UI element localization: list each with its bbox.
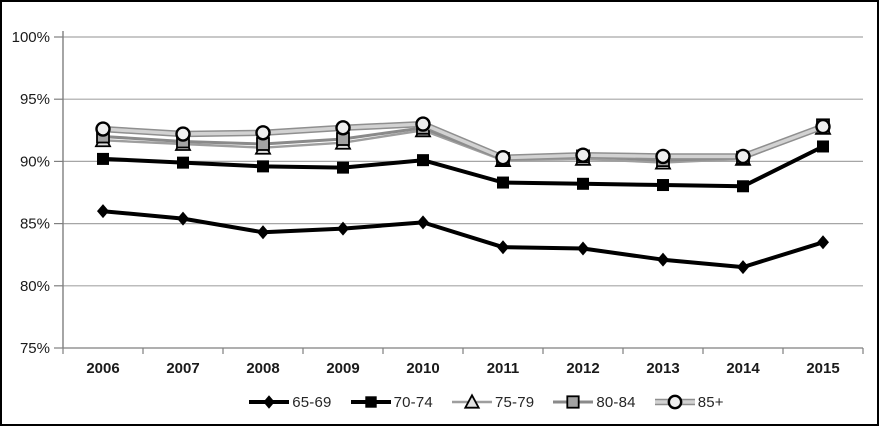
y-tick-label: 75%	[20, 340, 50, 357]
data-point-marker	[335, 120, 351, 136]
data-point-marker	[95, 121, 111, 137]
series-70-74	[97, 140, 829, 193]
x-tick-label: 2014	[726, 360, 760, 377]
data-point-marker	[417, 154, 429, 167]
y-tick-label: 90%	[20, 153, 50, 170]
data-point-marker	[257, 160, 269, 173]
data-point-marker	[257, 225, 269, 240]
x-tick-label: 2013	[646, 360, 679, 377]
data-point-marker	[417, 215, 429, 230]
data-point-marker	[497, 240, 509, 255]
x-tick-label: 2008	[246, 360, 279, 377]
data-point-marker	[97, 152, 109, 165]
x-tick-label: 2011	[487, 360, 520, 377]
series-line	[101, 126, 825, 164]
x-tick-label: 2009	[326, 360, 359, 377]
data-point-marker	[97, 204, 109, 219]
data-point-marker	[497, 176, 509, 189]
data-point-marker	[577, 177, 589, 190]
data-point-marker	[577, 241, 589, 256]
data-point-marker	[175, 126, 191, 142]
y-tick-label: 80%	[20, 278, 50, 295]
data-point-marker	[177, 211, 189, 226]
data-point-marker	[815, 118, 831, 135]
x-tick-label: 2015	[806, 360, 839, 377]
data-point-marker	[817, 140, 829, 153]
data-point-marker	[495, 149, 511, 166]
data-point-marker	[575, 147, 591, 163]
data-point-marker	[737, 180, 749, 193]
series-line	[101, 209, 825, 270]
series-85plus	[95, 116, 831, 166]
x-tick-label: 2010	[406, 360, 439, 377]
data-point-marker	[657, 252, 669, 267]
series-65-69	[97, 204, 829, 275]
data-point-marker	[655, 148, 671, 165]
data-point-marker	[177, 156, 189, 169]
data-point-marker	[337, 161, 349, 174]
data-point-marker	[735, 148, 751, 165]
data-point-marker	[817, 235, 829, 250]
x-tick-label: 2007	[166, 360, 199, 377]
data-point-marker	[415, 116, 431, 132]
data-point-marker	[657, 179, 669, 192]
y-tick-label: 85%	[20, 216, 50, 233]
data-point-marker	[737, 260, 749, 275]
x-tick-label: 2012	[566, 360, 599, 377]
y-tick-label: 95%	[20, 91, 50, 108]
x-tick-label: 2006	[86, 360, 119, 377]
series-line	[101, 122, 825, 160]
data-point-marker	[337, 221, 349, 236]
series-line	[101, 144, 825, 189]
data-point-marker	[255, 125, 271, 141]
y-tick-label: 100%	[12, 29, 50, 46]
